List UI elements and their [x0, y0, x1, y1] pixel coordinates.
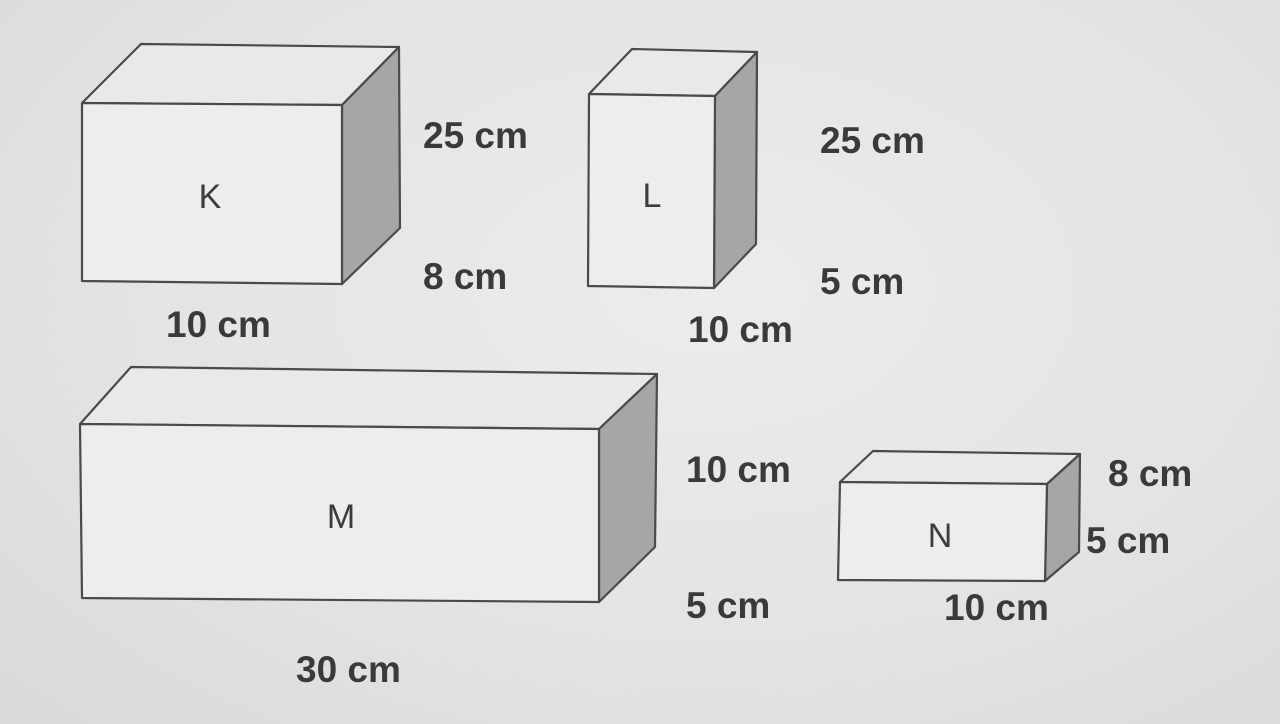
- box-n-top-face: [838, 449, 1082, 486]
- box-m-top-face: [78, 365, 659, 431]
- box-m-dim-top: 10 cm: [686, 449, 791, 490]
- box-l: L: [586, 47, 759, 290]
- box-l-front-face: [586, 92, 717, 290]
- box-k-dim-right: 8 cm: [423, 256, 507, 297]
- box-l-label: L: [643, 177, 662, 215]
- box-l-dim-right: 5 cm: [820, 261, 904, 302]
- box-k-front-face: [80, 101, 344, 286]
- box-n-dim-right: 5 cm: [1086, 520, 1170, 561]
- box-m-dim-bottom: 30 cm: [296, 649, 401, 690]
- box-n: N: [836, 449, 1082, 583]
- box-n-dim-top: 8 cm: [1108, 453, 1192, 494]
- box-n-front-face: [836, 480, 1049, 583]
- box-n-label: N: [928, 517, 953, 555]
- box-k-label: K: [199, 178, 222, 216]
- box-m-dim-right: 5 cm: [686, 585, 770, 626]
- box-k: K: [80, 42, 402, 286]
- box-m-front-face: [78, 422, 601, 604]
- box-l-dim-bottom: 10 cm: [688, 309, 793, 350]
- box-k-dim-top: 25 cm: [423, 115, 528, 156]
- box-m: M: [78, 365, 659, 604]
- box-k-dim-bottom: 10 cm: [166, 304, 271, 345]
- box-m-label: M: [327, 498, 355, 536]
- box-n-dim-bottom: 10 cm: [944, 587, 1049, 628]
- box-l-dim-top: 25 cm: [820, 120, 925, 161]
